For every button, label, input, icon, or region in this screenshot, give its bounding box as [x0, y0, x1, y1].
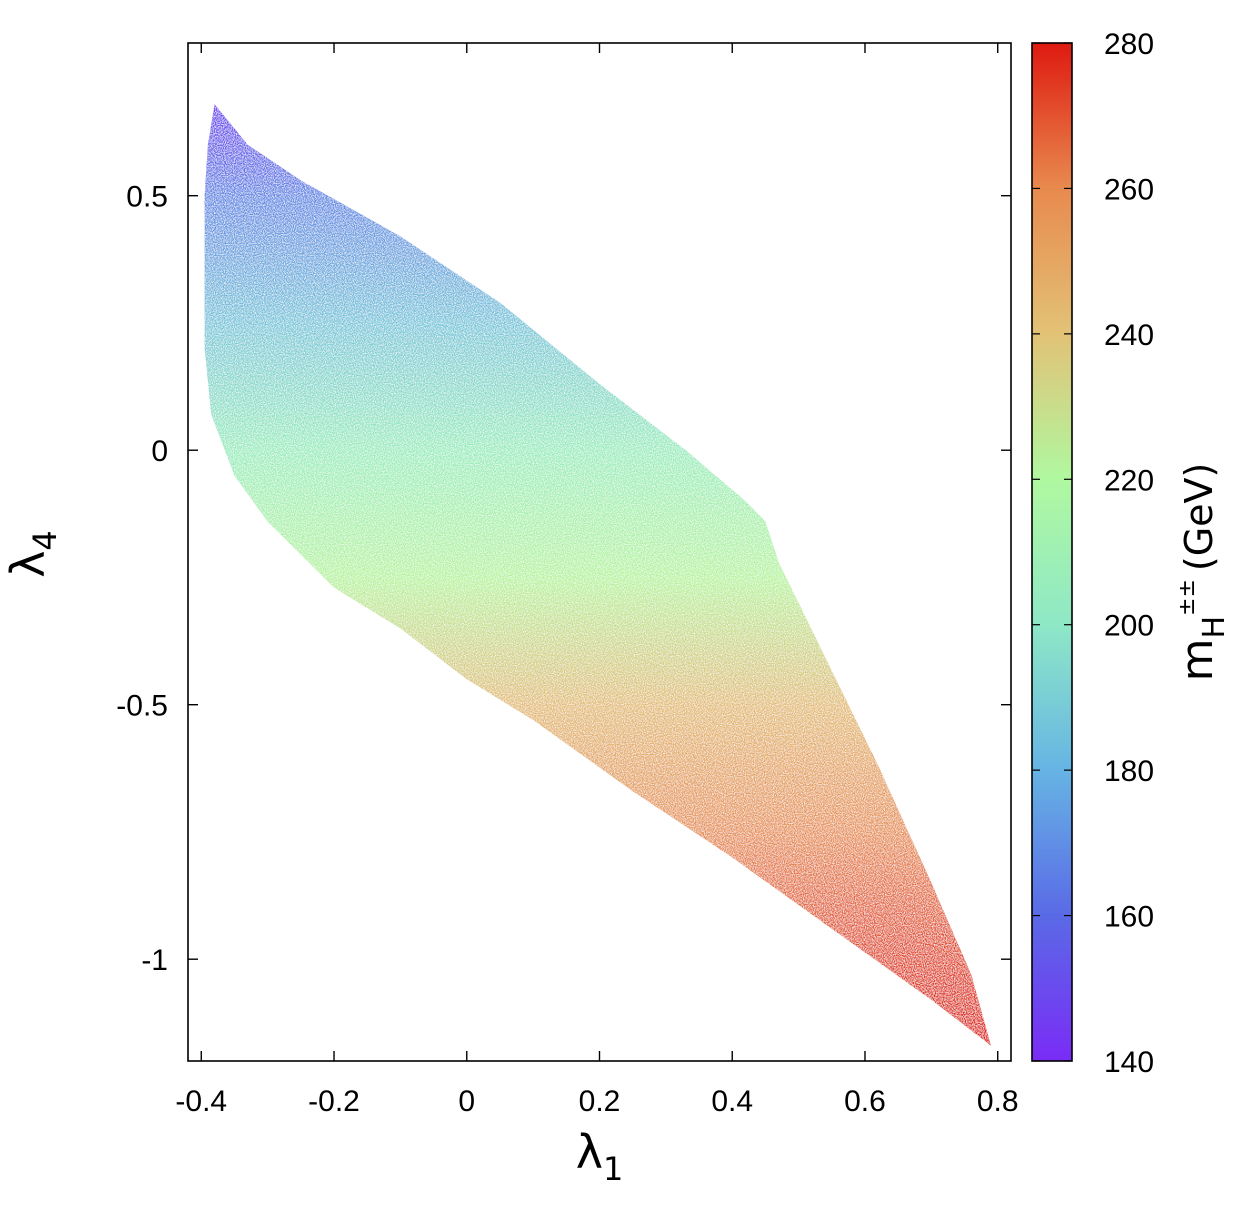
plot-area: -0.4 -0.2 0 0.2 0.4 0.6 0.8 0.5 0 -0.5 -1	[116, 43, 1018, 1118]
y-axis-title-subscript: 4	[26, 530, 64, 550]
y-tick-label: -1	[141, 944, 168, 977]
colorbar-tick-label: 260	[1104, 173, 1154, 206]
y-axis-title: λ4	[1, 530, 64, 578]
x-tick-label: -0.4	[175, 1085, 227, 1118]
y-tick-label: -0.5	[116, 690, 168, 723]
colorbar-tick-label: 200	[1104, 610, 1154, 643]
colorbar: 140 160 180 200 220 240 260 280 mH±± (GeV)	[1032, 28, 1232, 1079]
y-axis-title-symbol: λ	[1, 551, 55, 578]
colorbar-title: mH±± (GeV)	[1172, 463, 1232, 682]
allowed-region	[205, 104, 992, 1046]
y-tick-label: 0	[151, 435, 168, 468]
x-tick-label: 0.6	[844, 1085, 886, 1118]
x-tick-label: 0.2	[579, 1085, 621, 1118]
colorbar-title-sup: ±±	[1175, 579, 1200, 616]
x-axis-title-subscript: 1	[603, 1150, 623, 1188]
colorbar-tick-label: 240	[1104, 319, 1154, 352]
y-tick-label: 0.5	[126, 181, 168, 214]
x-axis-title-symbol: λ	[576, 1125, 603, 1179]
colorbar-title-main: m	[1172, 639, 1223, 682]
colorbar-tick-label: 160	[1104, 901, 1154, 934]
x-tick-label: 0.8	[977, 1085, 1019, 1118]
colorbar-tick-label: 180	[1104, 755, 1154, 788]
x-tick-label: -0.2	[308, 1085, 360, 1118]
colorbar-tick-label: 280	[1104, 28, 1154, 61]
colorbar-tick-label: 220	[1104, 464, 1154, 497]
colorbar-title-unit: (GeV)	[1177, 463, 1221, 571]
colorbar-gradient	[1032, 43, 1072, 1061]
x-tick-label: 0.4	[711, 1085, 753, 1118]
colorbar-tick-label: 140	[1104, 1046, 1154, 1079]
colorbar-title-sub: H	[1197, 616, 1232, 639]
x-tick-label: 0	[458, 1085, 475, 1118]
x-axis-title: λ1	[576, 1125, 624, 1188]
